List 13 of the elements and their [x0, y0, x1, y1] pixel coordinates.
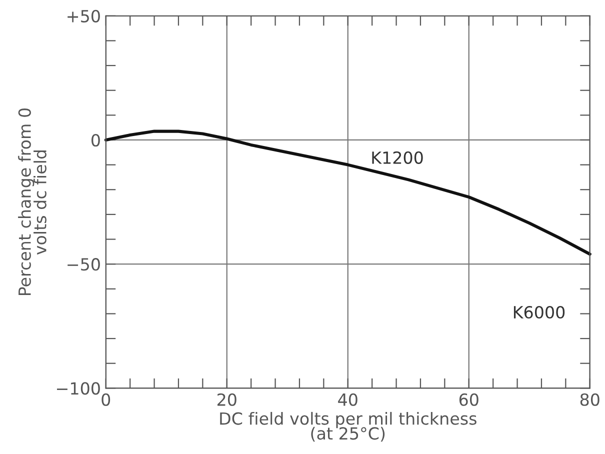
annotation: K6000: [514, 306, 565, 319]
y-tick-label: −50: [68, 258, 100, 271]
x-tick-label: 0: [102, 393, 110, 406]
y-tick-label: −100: [57, 382, 100, 395]
y-tick-label: 0: [92, 134, 100, 147]
y-axis-title: Percent change from 0 volts dc field: [18, 108, 46, 296]
x-tick-label: 40: [338, 393, 358, 406]
x-tick-label: 20: [217, 393, 236, 406]
x-tick-label: 80: [580, 393, 600, 406]
x-tick-label: 60: [459, 393, 478, 406]
x-axis-title: DC field volts per mil thickness (at 25°C): [220, 412, 476, 442]
series-label: K1200: [372, 151, 423, 164]
y-tick-label: +50: [68, 10, 100, 22]
